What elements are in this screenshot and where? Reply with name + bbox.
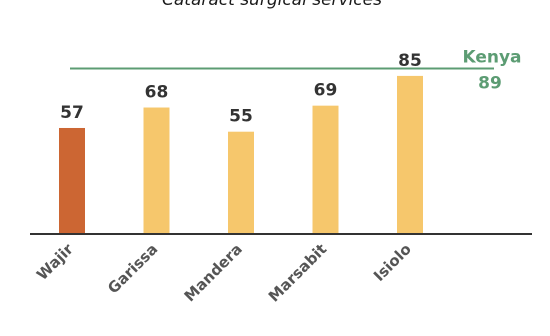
value-labels-group: 57 68 55 69 85 <box>60 51 422 127</box>
category-labels-group: Wajir Garissa Mandera Marsabit Isiolo <box>33 240 415 306</box>
value-label-isiolo: 85 <box>398 51 422 71</box>
value-label-marsabit: 69 <box>314 81 338 101</box>
value-label-wajir: 57 <box>60 103 84 123</box>
reference-value: 89 <box>478 73 502 93</box>
bar-isiolo <box>397 75 423 235</box>
bar-garissa <box>143 107 170 234</box>
category-label-marsabit: Marsabit <box>265 240 330 305</box>
value-label-mandera: 55 <box>229 107 253 127</box>
reference-label: Kenya <box>462 47 521 67</box>
category-label-isiolo: Isiolo <box>370 240 415 285</box>
bar-marsabit <box>312 105 339 234</box>
bar-wajir <box>59 127 85 234</box>
bar-mandera <box>228 131 254 234</box>
value-label-garissa: 68 <box>145 83 169 103</box>
category-label-garissa: Garissa <box>104 240 161 297</box>
bars-group <box>59 75 423 235</box>
category-label-mandera: Mandera <box>181 240 246 305</box>
category-label-wajir: Wajir <box>33 240 77 284</box>
chart-title: Cataract surgical services <box>162 0 382 10</box>
